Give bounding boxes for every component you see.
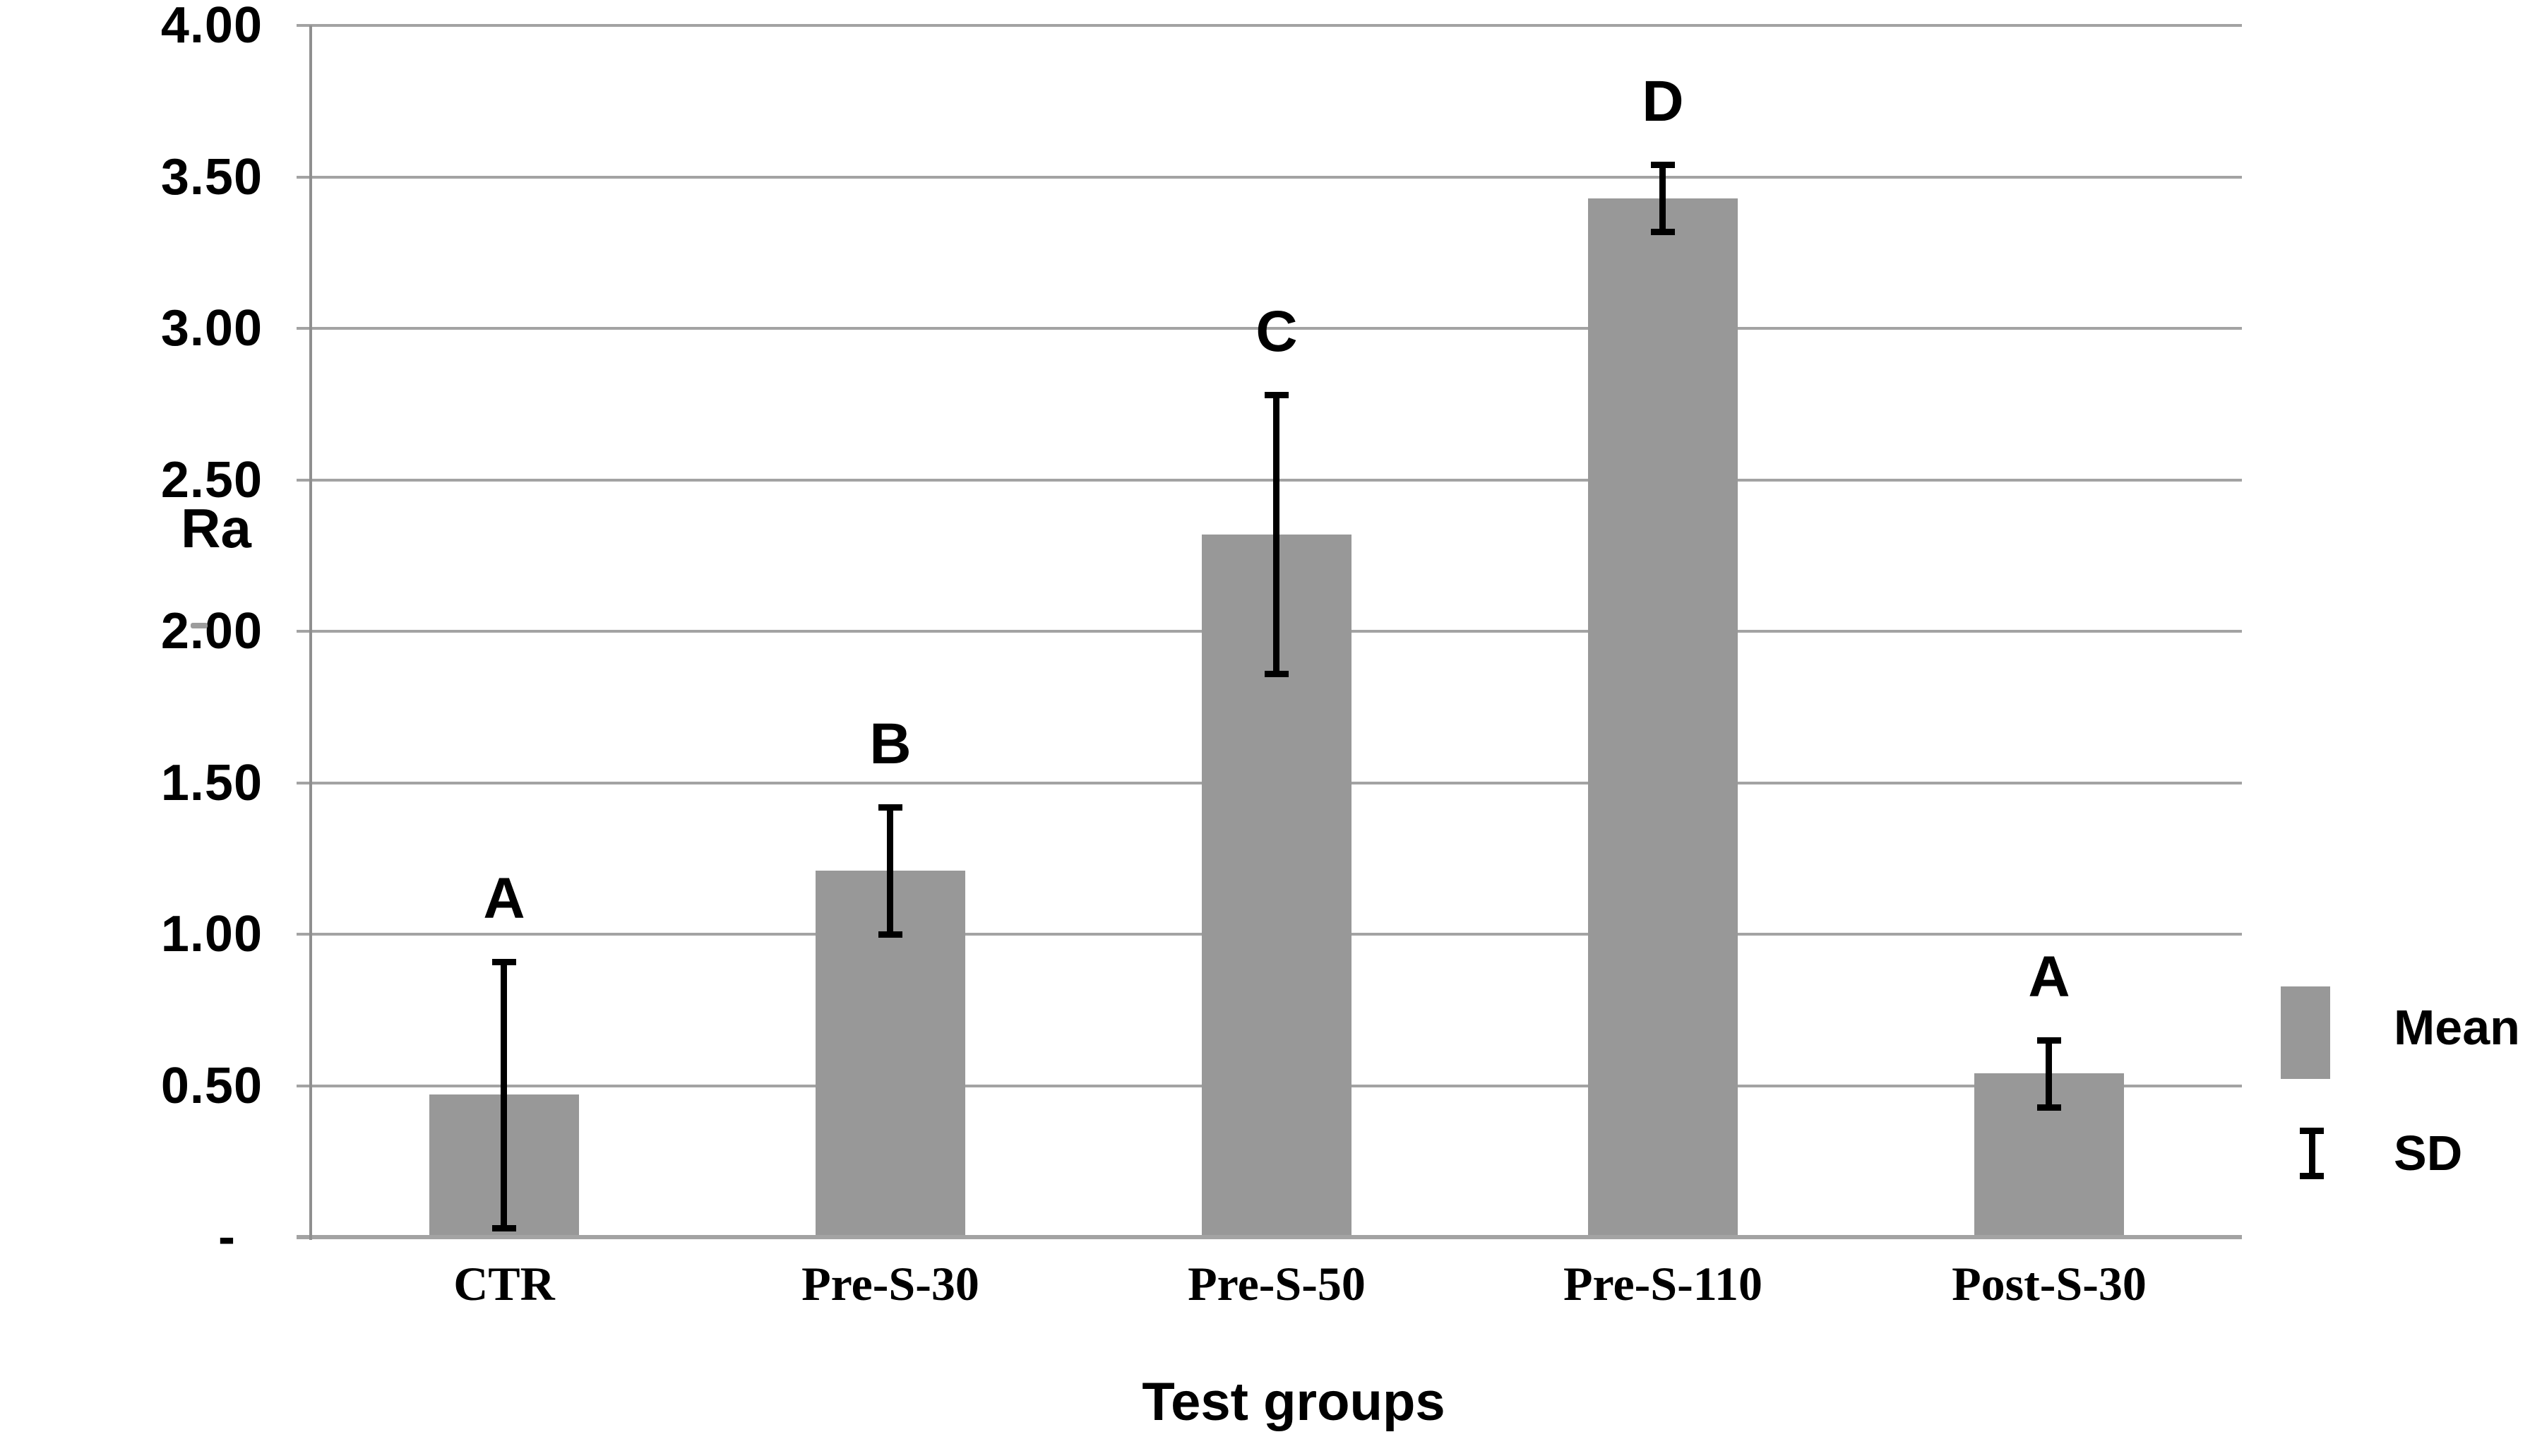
gridline-4.00 [297, 24, 2242, 27]
error-bar-line-Pre-S-30 [887, 807, 893, 934]
gridline-2.50 [297, 479, 2242, 482]
y-tick-label-2.00: 2.00 [160, 603, 263, 660]
legend-mean-label: Mean [2394, 1000, 2520, 1055]
y-axis-line [309, 25, 312, 1240]
error-bar-cap-top-CTR [492, 959, 516, 965]
sig-letter-Post-S-30: A [2028, 945, 2070, 1009]
x-axis-line [297, 1235, 2242, 1239]
error-bar-line-Pre-S-110 [1659, 165, 1666, 231]
y-tick-label-1.00: 1.00 [160, 906, 263, 962]
error-bar-cap-top-Pre-S-50 [1265, 392, 1289, 398]
gridline-3.00 [297, 327, 2242, 330]
legend-sd-label: SD [2394, 1126, 2463, 1181]
error-bar-cap-top-Pre-S-30 [878, 804, 902, 811]
legend-mean-swatch-icon [2281, 986, 2330, 1079]
y-tick-label-1.50: 1.50 [160, 755, 263, 811]
error-bar-line-Post-S-30 [2046, 1040, 2052, 1106]
stray-mark [191, 623, 208, 628]
y-tick-label-3.50: 3.50 [160, 149, 263, 205]
x-category-label-Pre-S-50: Pre-S-50 [1188, 1257, 1366, 1311]
error-bar-line-CTR [501, 962, 507, 1229]
x-axis-title: Test groups [1142, 1372, 1445, 1432]
y-tick-label-3.00: 3.00 [160, 300, 263, 357]
x-category-label-Pre-S-30: Pre-S-30 [801, 1257, 979, 1311]
error-bar-cap-bottom-Post-S-30 [2037, 1104, 2061, 1111]
sig-letter-Pre-S-110: D [1642, 69, 1684, 133]
legend-sd-line [2309, 1130, 2315, 1176]
legend-sd-cap-top [2300, 1128, 2324, 1134]
error-bar-cap-top-Post-S-30 [2037, 1037, 2061, 1044]
error-bar-cap-bottom-CTR [492, 1225, 516, 1231]
y-tick-label-4.00: 4.00 [160, 0, 263, 54]
y-tick-label-0: - [218, 1209, 236, 1265]
error-bar-cap-bottom-Pre-S-30 [878, 931, 902, 938]
error-bar-cap-top-Pre-S-110 [1651, 162, 1675, 168]
bar-Pre-S-110 [1588, 198, 1738, 1237]
error-bar-line-Pre-S-50 [1273, 395, 1279, 674]
y-tick-label-0.50: 0.50 [160, 1058, 263, 1114]
sig-letter-CTR: A [483, 866, 525, 931]
legend-sd-cap-bottom [2300, 1173, 2324, 1179]
x-category-label-CTR: CTR [453, 1257, 555, 1311]
error-bar-cap-bottom-Pre-S-110 [1651, 229, 1675, 235]
sig-letter-Pre-S-30: B [869, 712, 912, 776]
x-category-label-Pre-S-110: Pre-S-110 [1563, 1257, 1763, 1311]
y-axis-title: Ra [181, 497, 251, 559]
y-tick-label-2.50: 2.50 [160, 452, 263, 508]
error-bar-cap-bottom-Pre-S-50 [1265, 671, 1289, 677]
gridline-3.50 [297, 176, 2242, 179]
sig-letter-Pre-S-50: C [1255, 299, 1298, 364]
x-category-label-Post-S-30: Post-S-30 [1952, 1257, 2147, 1311]
